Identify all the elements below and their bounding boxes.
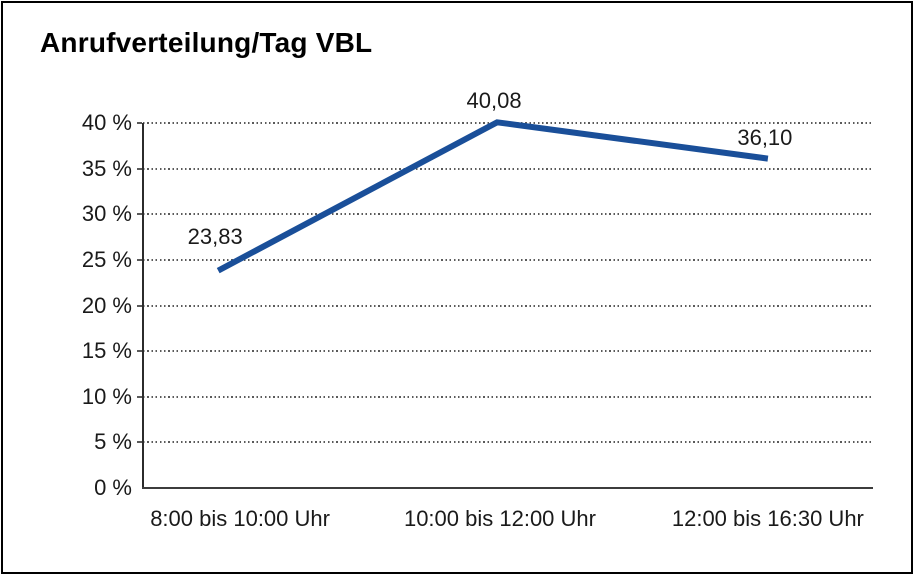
y-axis-tick	[137, 441, 142, 444]
y-axis-tick	[137, 213, 142, 216]
y-axis-tick	[137, 258, 142, 261]
series-line	[216, 119, 769, 274]
gridline	[143, 167, 873, 170]
chart-title: Anrufverteilung/Tag VBL	[40, 27, 373, 58]
data-point-label: 40,08	[466, 88, 522, 114]
y-axis-tick	[137, 122, 142, 124]
y-axis-tick-label: 40 %	[81, 110, 132, 135]
y-axis-tick-label: 25 %	[81, 246, 132, 272]
data-point-label: 36,10	[737, 124, 793, 150]
x-axis-category-label: 10:00 bis 12:00 Uhr	[403, 506, 596, 531]
y-axis-tick	[137, 167, 142, 170]
y-axis-tick-label: 35 %	[81, 155, 132, 181]
x-axis-category-label: 8:00 bis 10:00 Uhr	[150, 506, 330, 531]
gridline	[143, 395, 873, 398]
x-axis-category-label: 12:00 bis 16:30 Uhr	[671, 506, 864, 531]
y-axis-tick-label: 20 %	[81, 292, 132, 318]
gridline	[143, 213, 873, 216]
y-axis-tick	[137, 350, 142, 353]
gridline	[143, 441, 873, 444]
y-axis-tick	[137, 304, 142, 307]
gridline	[143, 304, 873, 307]
data-point-label: 23,83	[187, 223, 243, 249]
gridline	[143, 258, 873, 261]
y-axis-tick	[137, 395, 142, 398]
y-axis-tick-label: 30 %	[81, 201, 132, 227]
gridline	[143, 350, 873, 353]
y-axis-line	[142, 123, 144, 489]
y-axis-tick-label: 15 %	[81, 338, 132, 364]
y-axis-tick-label: 5 %	[94, 429, 132, 455]
y-axis-tick-label: 10 %	[81, 383, 132, 409]
x-axis-line	[142, 487, 873, 489]
y-axis-tick-label: 0 %	[94, 475, 132, 500]
